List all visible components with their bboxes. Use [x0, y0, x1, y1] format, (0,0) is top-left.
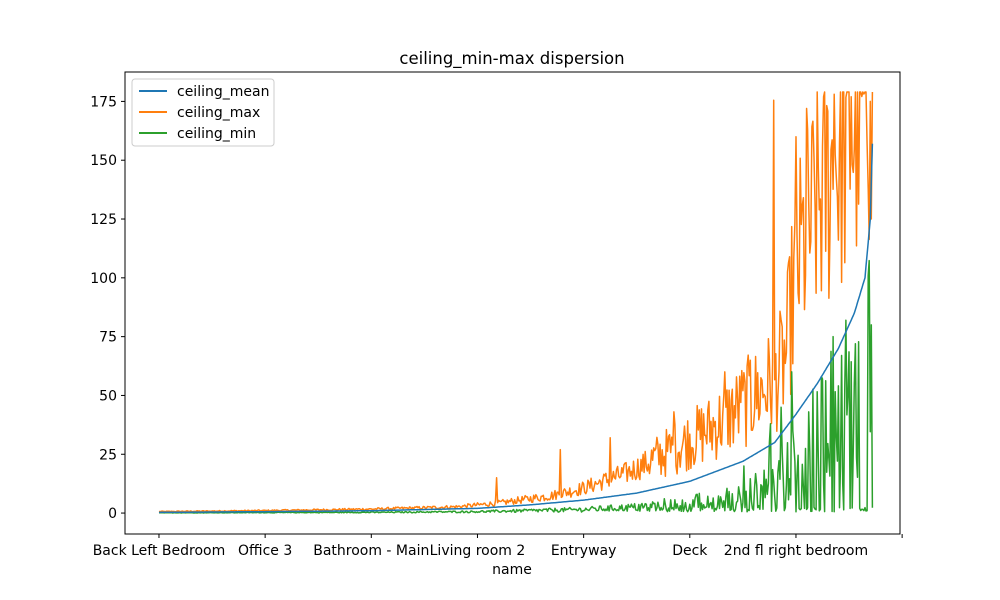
x-tick-label: Deck: [672, 543, 708, 559]
x-tick-label: Bathroom - Main: [313, 543, 429, 559]
x-tick-label: Office 3: [238, 543, 292, 559]
series-lines: [158, 91, 874, 514]
y-tick-label: 150: [90, 153, 117, 169]
series-line-ceiling_max: [158, 91, 874, 513]
plot-frame: [124, 71, 901, 535]
x-tick-label: Entryway: [551, 543, 617, 559]
legend-label-ceiling_mean: ceiling_mean: [177, 84, 269, 100]
legend-frame: [131, 78, 275, 147]
legend-label-ceiling_max: ceiling_max: [177, 105, 260, 121]
y-tick-label: 125: [90, 212, 117, 228]
x-axis: Back Left Bedroom Office 3 Bathroom - Main…: [93, 534, 903, 559]
chart-title: ceiling_min-max dispersion: [399, 49, 624, 69]
series-line-ceiling_min: [159, 259, 874, 514]
y-tick-label: 75: [99, 330, 117, 346]
y-tick-label: 25: [99, 447, 117, 463]
y-tick-label: 50: [99, 388, 117, 404]
legend-label-ceiling_min: ceiling_min: [177, 126, 256, 142]
legend: ceiling_mean ceiling_max ceiling_min: [131, 78, 275, 147]
x-axis-title: name: [492, 562, 532, 578]
y-tick-label: 100: [90, 271, 117, 287]
series-line-ceiling_mean: [159, 143, 874, 514]
y-tick-label: 175: [90, 94, 117, 110]
x-tick-label: Back Left Bedroom: [93, 543, 226, 559]
y-tick-label: 0: [108, 506, 117, 522]
x-tick-label: 2nd fl right bedroom: [724, 543, 868, 559]
x-tick-label: Living room 2: [430, 543, 526, 559]
y-axis: 0 25 50 75 100 125 150 175: [90, 94, 125, 522]
